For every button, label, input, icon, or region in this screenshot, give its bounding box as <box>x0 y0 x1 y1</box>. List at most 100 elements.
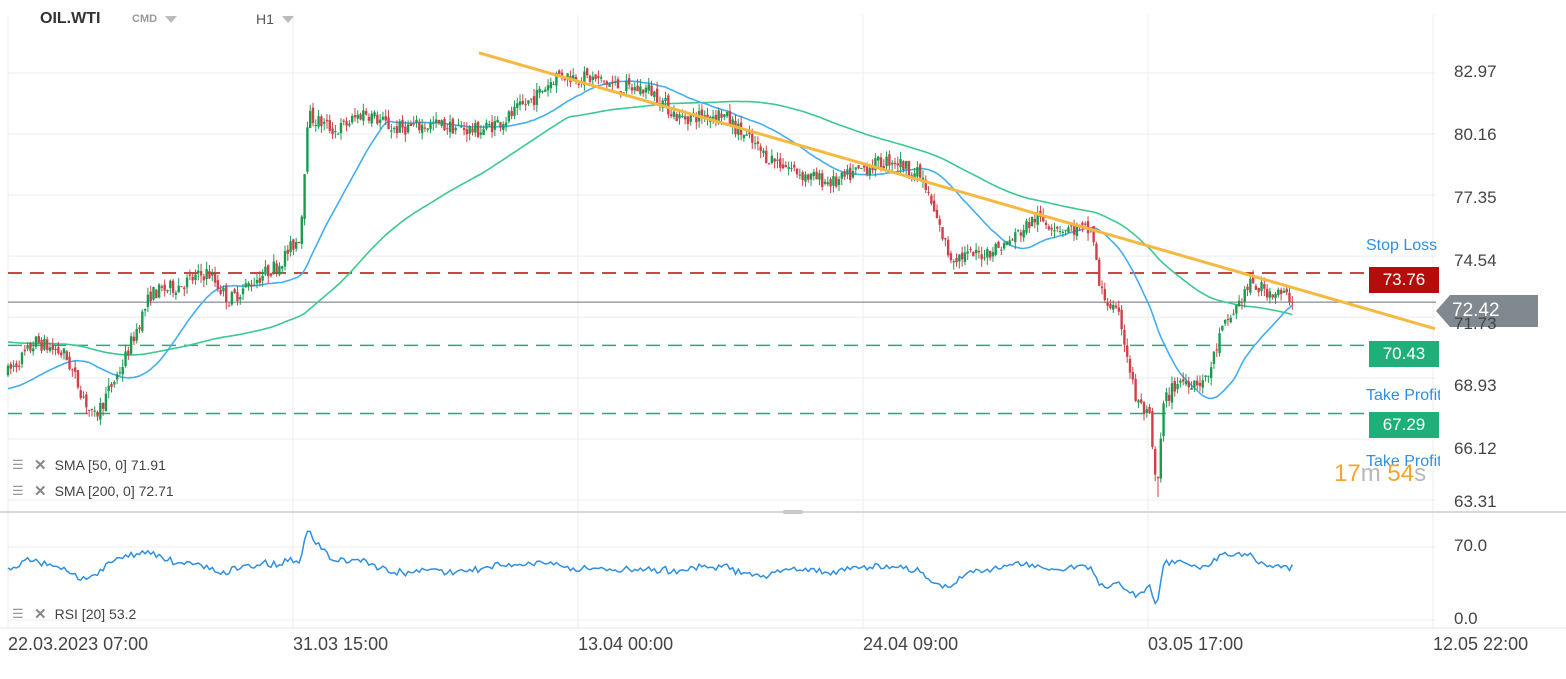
bull-candle <box>20 352 24 365</box>
bull-candle <box>890 162 894 165</box>
bull-candle <box>479 132 483 135</box>
bull-candle <box>1176 384 1179 390</box>
bear-candle <box>756 141 760 144</box>
bull-candle <box>826 182 830 185</box>
bull-candle <box>1061 231 1065 233</box>
bear-candle <box>275 263 278 273</box>
bull-candle <box>874 158 877 171</box>
bear-candle <box>1279 289 1283 295</box>
bear-candle <box>1070 225 1073 227</box>
y-tick-label: 77.35 <box>1454 188 1497 207</box>
bear-candle <box>955 258 958 263</box>
bull-candle <box>633 87 636 91</box>
bull-candle <box>244 283 248 288</box>
bull-candle <box>966 251 969 254</box>
bear-candle <box>17 365 21 367</box>
bear-candle <box>267 265 270 277</box>
bull-candle <box>1201 380 1204 388</box>
bear-candle <box>465 129 469 135</box>
bull-candle <box>1237 300 1241 307</box>
settings-icon[interactable]: ☰ <box>12 457 24 472</box>
bull-candle <box>454 127 457 131</box>
legend-sma50[interactable]: ☰ ✕ SMA [50, 0] 71.91 <box>12 456 166 474</box>
bear-candle <box>1042 214 1045 222</box>
rsi-tick-label: 0.0 <box>1454 609 1478 628</box>
stop-loss-value: 73.76 <box>1382 270 1426 289</box>
bull-candle <box>43 338 46 350</box>
bull-candle <box>753 143 757 145</box>
take-profit-1-badge[interactable]: 70.43 <box>1369 341 1439 367</box>
bull-candle <box>513 106 516 116</box>
bear-candle <box>759 146 762 151</box>
bear-candle <box>879 157 883 168</box>
y-tick-label: 74.54 <box>1454 251 1497 270</box>
bull-candle <box>644 87 648 93</box>
market-selector[interactable]: CMD <box>132 6 178 32</box>
bear-candle <box>1098 259 1101 286</box>
bull-candle <box>1193 380 1196 388</box>
bear-candle <box>328 120 331 131</box>
bear-candle <box>1173 381 1176 392</box>
bull-candle <box>678 114 681 119</box>
bull-candle <box>185 277 189 288</box>
bull-candle <box>392 128 396 130</box>
legend-rsi[interactable]: ☰ ✕ RSI [20] 53.2 <box>12 605 136 623</box>
take-profit-2-badge[interactable]: 67.29 <box>1369 412 1439 438</box>
bull-candle <box>860 167 863 169</box>
bear-candle <box>669 114 673 117</box>
bear-candle <box>577 83 580 85</box>
bear-candle <box>980 254 983 260</box>
bear-candle <box>1081 222 1084 225</box>
timer-minutes: 17 <box>1334 460 1361 487</box>
bull-candle <box>496 119 499 123</box>
bear-candle <box>1050 227 1053 230</box>
bear-candle <box>616 79 620 89</box>
stop-loss-badge[interactable]: 73.76 <box>1369 267 1439 293</box>
bull-candle <box>255 280 259 284</box>
bear-candle <box>73 367 77 372</box>
trendline-layer[interactable] <box>478 51 1436 331</box>
bear-candle <box>611 81 614 84</box>
timeframe-selector[interactable]: H1 <box>256 6 294 32</box>
bear-candle <box>588 75 592 82</box>
take-profit-1-value: 70.43 <box>1382 344 1426 363</box>
bull-candle <box>1249 278 1252 293</box>
bear-candle <box>1226 318 1230 321</box>
bear-candle <box>946 239 950 256</box>
bear-candle <box>1140 399 1143 403</box>
bear-candle <box>835 176 838 187</box>
horizontal-levels[interactable] <box>8 272 1436 415</box>
bull-candle <box>474 123 477 133</box>
bull-candle <box>904 160 908 169</box>
bear-candle <box>695 115 698 123</box>
bull-candle <box>253 284 256 286</box>
bear-candle <box>510 111 513 117</box>
bull-candle <box>1067 227 1070 233</box>
bull-candle <box>1209 367 1213 379</box>
close-icon[interactable]: ✕ <box>34 457 47 474</box>
legend-sma200[interactable]: ☰ ✕ SMA [200, 0] 72.71 <box>12 482 174 500</box>
bull-candle <box>1165 392 1168 402</box>
bull-candle <box>1207 375 1210 377</box>
settings-icon[interactable]: ☰ <box>12 483 24 498</box>
close-icon[interactable]: ✕ <box>34 606 47 623</box>
bull-candle <box>994 243 997 256</box>
bull-candle <box>174 292 178 295</box>
bear-candle <box>37 336 40 343</box>
bear-candle <box>630 87 634 91</box>
bear-candle <box>907 160 911 176</box>
symbol-label[interactable]: OIL.WTI <box>40 10 101 27</box>
bull-candle <box>129 336 133 354</box>
bull-candle <box>1159 438 1162 479</box>
bull-candle <box>1005 241 1009 245</box>
close-icon[interactable]: ✕ <box>34 483 47 500</box>
chevron-down-icon <box>281 15 294 23</box>
bull-candle <box>194 274 197 281</box>
bull-candle <box>1022 229 1025 238</box>
bull-candle <box>546 85 550 91</box>
timeframe-label: H1 <box>256 11 274 27</box>
x-tick-label: 03.05 17:00 <box>1148 634 1244 654</box>
settings-icon[interactable]: ☰ <box>12 606 24 621</box>
